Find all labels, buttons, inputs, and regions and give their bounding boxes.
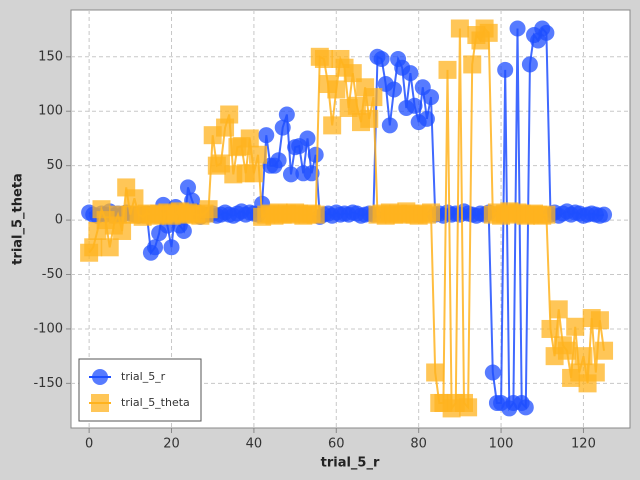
series-layer [80, 19, 614, 418]
marker [422, 203, 441, 222]
y-tick-label: 150 [38, 49, 63, 64]
marker [199, 200, 218, 219]
marker [244, 164, 263, 183]
marker [595, 341, 614, 360]
marker [463, 55, 482, 74]
marker [163, 239, 180, 256]
marker [574, 347, 593, 366]
y-tick-label: -100 [33, 321, 63, 336]
marker [541, 319, 560, 338]
marker [360, 109, 379, 128]
marker [364, 88, 383, 107]
marker [240, 129, 259, 148]
x-tick-label: 120 [571, 437, 596, 452]
marker [249, 145, 268, 164]
marker [278, 106, 295, 123]
y-tick-label: 0 [55, 213, 63, 228]
marker [450, 19, 469, 38]
x-tick-label: 20 [163, 437, 180, 452]
y-tick-label: -150 [33, 376, 63, 391]
x-axis-label: trial_5_r [321, 456, 380, 471]
y-tick-label: 50 [46, 158, 63, 173]
marker [549, 300, 568, 319]
marker [381, 117, 398, 134]
marker [566, 317, 585, 336]
marker [406, 97, 423, 114]
y-axis-label: trial_5_theta [11, 173, 26, 265]
marker [402, 65, 419, 82]
marker [282, 166, 299, 183]
marker [385, 81, 402, 98]
marker [113, 221, 132, 240]
marker [521, 56, 538, 73]
marker [84, 238, 103, 257]
marker [426, 363, 445, 382]
marker [100, 238, 119, 257]
marker [484, 364, 501, 381]
x-tick-label: 80 [410, 437, 427, 452]
marker [418, 110, 435, 127]
legend-label: trial_5_r [121, 370, 166, 383]
marker [557, 341, 576, 360]
marker [125, 189, 144, 208]
x-tick-label: 60 [328, 437, 345, 452]
marker [538, 24, 555, 41]
marker [343, 64, 362, 83]
marker [438, 60, 457, 79]
marker [373, 50, 390, 67]
y-tick-label: -50 [42, 267, 63, 282]
marker [307, 146, 324, 163]
marker [497, 61, 514, 78]
marker [423, 89, 440, 106]
marker [299, 130, 316, 147]
y-tick-label: 100 [38, 104, 63, 119]
x-tick-label: 0 [85, 437, 93, 452]
marker [258, 127, 275, 144]
marker [596, 206, 613, 223]
marker [270, 152, 287, 169]
legend-marker [92, 369, 108, 385]
marker [537, 205, 556, 224]
marker [479, 23, 498, 42]
marker [590, 311, 609, 330]
marker [175, 222, 192, 239]
marker [509, 20, 526, 37]
x-tick-label: 40 [246, 437, 263, 452]
marker [314, 49, 333, 68]
legend-label: trial_5_theta [121, 396, 190, 409]
marker [586, 363, 605, 382]
marker [517, 399, 534, 416]
marker [306, 205, 325, 224]
marker [274, 119, 291, 136]
marker [459, 398, 478, 417]
marker [179, 179, 196, 196]
marker [323, 116, 342, 135]
marker [327, 80, 346, 99]
marker [303, 165, 320, 182]
x-tick-label: 100 [489, 437, 514, 452]
legend-marker [91, 394, 109, 412]
marker [220, 105, 239, 124]
marker [147, 239, 164, 256]
